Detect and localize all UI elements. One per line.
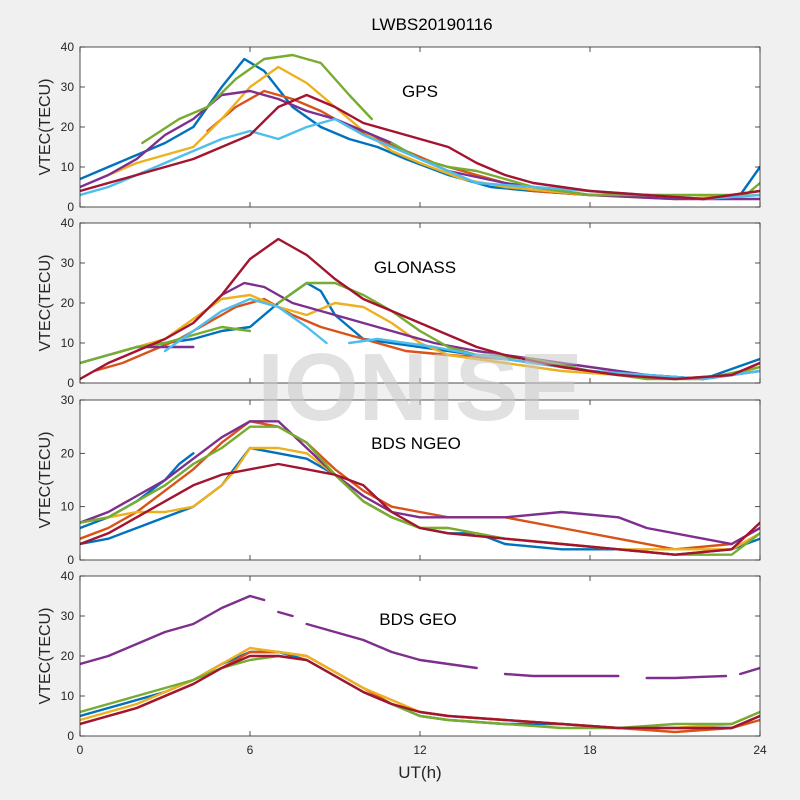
panel-0-system-label: GPS [402,82,438,101]
panel-1-series-line-4 [220,281,760,381]
panel-2: 0 10 20 30 VTEC(TECU) BDS NGEO [37,393,761,567]
panel-3-series-line-4 [645,674,728,680]
panel-0-ytick-label-1: 10 [61,160,75,174]
panel-3-series-line-0 [80,594,266,666]
panel-1-series-line-6 [277,281,760,381]
panel-1-plot-area [80,223,760,383]
panel-1-series-line-5 [80,325,252,365]
panel-1-ytick-label-1: 10 [61,336,75,350]
panel-3-ytick-label-3: 30 [61,609,75,623]
panel-2-y-axis-label: VTEC(TECU) [37,432,54,529]
panel-2-ytick-label-0: 0 [67,553,74,567]
panel-2-plot-area [80,400,760,560]
panel-1-series-line-8 [348,337,760,381]
panel-0-y-axis-label: VTEC(TECU) [37,79,54,176]
panel-3-system-label: BDS GEO [379,610,456,629]
panel-3-series-line-10 [80,654,760,730]
panel-0: 0 10 20 30 40 VTEC(TECU) GPS [37,40,761,214]
panel-3-series-line-1 [277,610,294,618]
panels-group: 0 10 20 30 40 VTEC(TECU) GPS 0 10 20 30 40 VTEC(TECU… [37,40,767,757]
x-tick-label-2: 12 [413,743,427,757]
panel-3-series-line-3 [503,672,620,678]
panel-3-plot-area [80,576,760,736]
panel-0-series-line-4 [141,53,373,145]
x-tick-label-0: 0 [77,743,84,757]
panel-3-series-line-2 [305,622,478,670]
figure-title: LWBS20190116 [371,15,492,34]
panel-0-ytick-label-3: 30 [61,80,75,94]
panel-0-ytick-label-4: 40 [61,40,75,54]
panel-3-y-axis-label: VTEC(TECU) [37,608,54,705]
panel-0-ytick-label-2: 20 [61,120,75,134]
panel-1-series-line-9 [80,237,760,381]
panel-3-series-group [80,594,760,734]
panel-3-ytick-label-0: 0 [67,729,74,743]
panel-0-series-group [80,53,760,201]
x-tick-label-4: 24 [753,743,767,757]
panel-2-ytick-label-3: 30 [61,393,75,407]
x-axis-label: UT(h) [398,763,441,782]
panel-1-series-group [80,237,760,381]
panel-0-ytick-label-0: 0 [67,200,74,214]
panel-2-series-group [80,420,760,556]
panel-2-ytick-label-1: 10 [61,500,75,514]
panel-1-system-label: GLONASS [374,258,456,277]
panel-1-ytick-label-2: 20 [61,296,75,310]
panel-3-ytick-label-2: 20 [61,649,75,663]
panel-2-ytick-label-2: 20 [61,446,75,460]
panel-1-series-line-7 [163,297,328,353]
panel-2-series-line-4 [80,420,760,546]
panel-0-series-line-7 [80,93,760,201]
x-tick-label-1: 6 [247,743,254,757]
panel-3-series-line-5 [739,666,760,676]
watermark-text: IONISE [257,334,582,441]
panel-2-series-line-6 [80,462,760,556]
panel-2-system-label: BDS NGEO [371,434,461,453]
panel-1-ytick-label-0: 0 [67,376,74,390]
panel-1-ytick-label-4: 40 [61,216,75,230]
x-tick-label-3: 18 [583,743,597,757]
panel-3-ytick-label-1: 10 [61,689,75,703]
panel-0-plot-area [80,47,760,207]
panel-3-ytick-label-4: 40 [61,569,75,583]
panel-1-y-axis-label: VTEC(TECU) [37,255,54,352]
panel-1: 0 10 20 30 40 VTEC(TECU) GLONASS [37,216,761,390]
panel-1-ytick-label-3: 30 [61,256,75,270]
panel-3: 0 10 20 30 40 0 6 12 18 24 VTEC(TECU) BDS GEO [37,569,767,757]
